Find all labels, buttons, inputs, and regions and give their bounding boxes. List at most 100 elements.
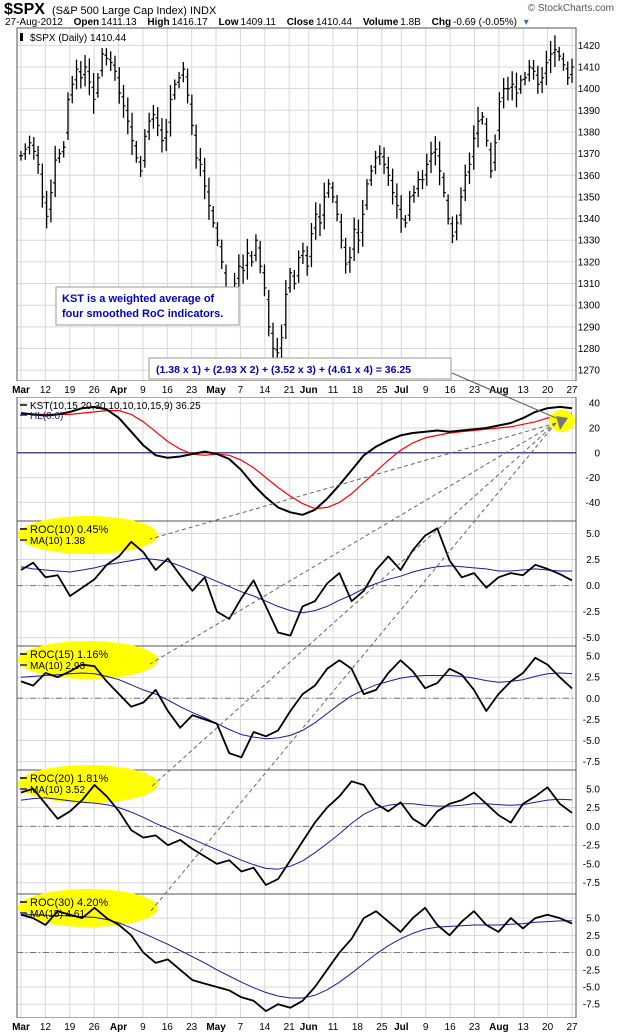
y-tick-label: 1320 [578,257,601,268]
roc-legend: ROC(15) 1.16% [30,649,108,661]
y-tick-label: -7.5 [583,878,601,889]
roc-legend: ROC(10) 0.45% [30,524,108,536]
x-tick-label: 19 [64,1022,76,1033]
ma-line [20,797,573,870]
symbol-name: (S&P 500 Large Cap Index) INDX [52,5,216,17]
legend-bar-icon [20,33,23,41]
x-tick-label: 16 [162,1022,174,1033]
x-tick-label: 16 [162,385,174,396]
y-tick-label: 1390 [578,106,601,117]
y-tick-label: 2.5 [586,931,600,942]
y-tick-label: 0.0 [586,948,600,959]
x-tick-label: 11 [328,1022,339,1033]
roc-line [20,656,573,759]
ma-legend: MA(10) 2.93 [30,661,85,672]
low-value: 1409.11 [240,17,276,28]
x-tick-label: 19 [64,385,76,396]
ma-legend: MA(10) 1.38 [30,536,85,547]
y-tick-label: 1380 [578,127,601,138]
x-tick-label: 20 [542,1022,554,1033]
x-tick-label: 26 [89,385,101,396]
ma-line [20,558,572,614]
x-tick-label: 11 [328,385,339,396]
close-value: 1410.44 [315,17,353,28]
x-tick-label: 20 [542,385,554,396]
roc-legend: ROC(30) 4.20% [30,897,108,909]
x-tick-label: Jul [394,385,409,396]
y-tick-label: 1360 [578,171,601,182]
arrow-icon [556,416,568,430]
open-label: Open [73,17,100,28]
y-tick-label: 5.0 [586,652,600,663]
y-tick-label: 5.0 [586,529,600,540]
x-tick-label: 12 [40,1022,52,1033]
x-tick-label: Jul [394,1022,409,1033]
y-tick-label: 5.0 [586,914,600,925]
y-tick-label: -2.5 [583,965,601,976]
x-tick-label: 13 [518,385,530,396]
x-tick-label: Jun [300,1022,318,1033]
y-tick-label: 1330 [578,236,601,247]
panel-frame [16,27,577,382]
x-tick-label: Apr [110,385,127,396]
x-tick-label: 27 [566,1022,578,1033]
x-tick-label: Aug [489,385,508,396]
kst-legend: KST(10,15,20,30,10,10,10,15,9) 36.25 [30,401,201,412]
high-label: High [147,17,170,28]
legend-highlight [18,516,158,554]
roc-line [20,780,573,886]
y-tick-label: 0 [594,448,600,459]
y-tick-label: 1340 [578,214,601,225]
volume-label: Volume [362,17,399,28]
y-tick-label: 2.5 [586,555,600,566]
x-tick-label: 23 [186,1022,198,1033]
x-tick-label: 14 [259,1022,271,1033]
y-tick-label: 40 [589,399,601,410]
y-tick-label: -7.5 [583,757,601,768]
x-tick-label: 16 [445,385,457,396]
x-tick-label: Mar [12,385,30,396]
legend-highlight [18,765,158,803]
x-axis-band [0,381,620,397]
x-tick-label: Mar [12,1022,30,1033]
x-tick-label: May [206,385,226,396]
y-tick-label: 1300 [578,301,601,312]
x-tick-label: 25 [376,1022,388,1033]
annotation-text: four smoothed RoC indicators. [62,308,223,320]
y-tick-label: -2.5 [583,715,601,726]
chevron-down-icon[interactable]: ▾ [523,17,529,28]
y-tick-label: -20 [586,473,601,484]
x-tick-label: 9 [423,1022,429,1033]
copyright: © StockCharts.com [527,3,614,14]
chg-label: Chg [431,17,452,28]
y-tick-label: -5.0 [583,983,601,994]
signal-line [20,410,573,510]
y-tick-label: -2.5 [583,607,601,618]
roc-legend: ROC(20) 1.81% [30,773,108,785]
x-tick-label: Jun [300,385,318,396]
x-tick-label: 9 [140,1022,146,1033]
y-tick-label: -2.5 [583,841,601,852]
low-label: Low [218,17,239,28]
legend-highlight [18,641,158,679]
y-tick-label: 1420 [578,41,601,52]
roc-line [20,527,573,637]
close-label: Close [286,17,314,28]
ma-line [20,672,573,740]
y-tick-label: 0.0 [586,694,600,705]
x-tick-label: 25 [376,385,388,396]
x-tick-label: 7 [238,1022,244,1033]
x-tick-label: 23 [186,385,198,396]
open-value: 1411.13 [101,17,137,28]
x-tick-label: May [206,1022,226,1033]
y-tick-label: -5.0 [583,736,601,747]
symbol-full-name: (S&P 500 Large Cap Index) [52,5,187,17]
x-tick-label: 23 [469,1022,481,1033]
x-tick-label: 27 [566,385,578,396]
chart-header: $SPX (S&P 500 Large Cap Index) INDX © St… [0,0,620,28]
formula-text: (1.38 x 1) + (2.93 X 2) + (3.52 x 3) + (… [156,364,411,376]
y-tick-label: -40 [586,498,601,509]
y-tick-label: 1370 [578,149,601,160]
volume-value: 1.8B [400,17,421,28]
